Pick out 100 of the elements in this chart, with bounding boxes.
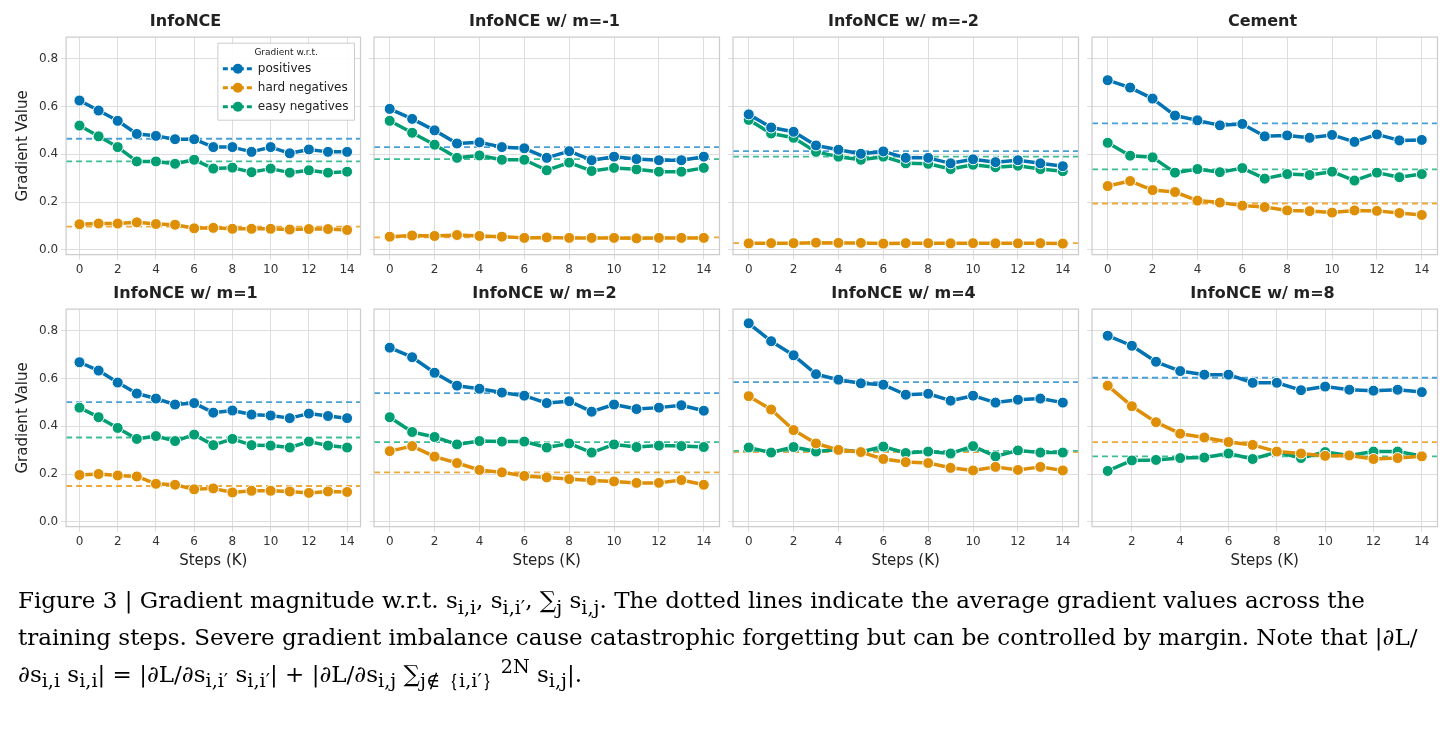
point [111, 376, 124, 389]
point [495, 466, 508, 479]
point [922, 237, 935, 250]
point [207, 141, 220, 154]
point [563, 437, 576, 450]
point [149, 129, 162, 142]
point [207, 221, 220, 234]
point [169, 398, 182, 411]
point [810, 437, 823, 450]
point [1125, 400, 1138, 413]
point [518, 153, 531, 166]
point [989, 156, 1002, 169]
point [302, 143, 315, 156]
point [1191, 163, 1204, 176]
point [130, 155, 143, 168]
point [451, 151, 464, 164]
point [787, 237, 800, 250]
point [302, 223, 315, 236]
y-tick-label: 0.0 [38, 241, 59, 256]
point [697, 478, 710, 491]
point [652, 165, 665, 178]
point [226, 432, 239, 445]
point [518, 389, 531, 402]
point [111, 114, 124, 127]
chart-title: InfoNCE w/ m=-1 [469, 10, 620, 30]
point [518, 231, 531, 244]
x-tick-label: 4 [475, 261, 484, 276]
x-tick-label: 10 [606, 533, 622, 548]
x-tick-label: 10 [606, 261, 622, 276]
point [967, 464, 980, 477]
point [245, 484, 258, 497]
point [302, 407, 315, 420]
point [944, 394, 957, 407]
x-tick-label: 0 [75, 533, 84, 548]
point [1236, 199, 1249, 212]
point [765, 237, 778, 250]
point [854, 147, 867, 160]
point [1125, 339, 1138, 352]
point [697, 441, 710, 454]
point [899, 388, 912, 401]
point [169, 133, 182, 146]
point [1326, 128, 1339, 141]
point [540, 164, 553, 177]
point [1150, 453, 1163, 466]
point [73, 401, 86, 414]
point [810, 368, 823, 381]
point [111, 217, 124, 230]
x-tick-label: 2 [113, 533, 122, 548]
point [1150, 416, 1163, 429]
point [473, 136, 486, 149]
point [765, 121, 778, 134]
point [742, 441, 755, 454]
point [341, 223, 354, 236]
point [1101, 74, 1114, 87]
point [1326, 206, 1339, 219]
x-tick-label: 8 [228, 261, 237, 276]
point [245, 145, 258, 158]
x-tick-label: 2 [1148, 261, 1157, 276]
point [832, 143, 845, 156]
point [473, 382, 486, 395]
point [540, 151, 553, 164]
point [1415, 386, 1428, 399]
point [341, 485, 354, 498]
point [1034, 392, 1047, 405]
x-tick-label: 12 [1365, 533, 1382, 548]
point [765, 446, 778, 459]
x-tick-label: 12 [301, 261, 317, 276]
point [540, 231, 553, 244]
point [149, 477, 162, 490]
x-tick-label: 4 [475, 533, 484, 548]
point [130, 216, 143, 229]
point [675, 474, 688, 487]
x-tick-label: 8 [924, 261, 933, 276]
point [1125, 454, 1138, 467]
point [92, 130, 105, 143]
point [608, 398, 621, 411]
x-tick-label: 14 [339, 261, 355, 276]
point [742, 317, 755, 330]
point [1348, 135, 1361, 148]
point [675, 231, 688, 244]
point [877, 237, 890, 250]
point [854, 377, 867, 390]
x-axis-title: Steps (K) [1230, 550, 1299, 569]
point [111, 469, 124, 482]
point [1303, 169, 1316, 182]
x-tick-label: 4 [834, 261, 843, 276]
x-tick-label: 2 [430, 533, 439, 548]
point [585, 405, 598, 418]
point [675, 399, 688, 412]
point [1391, 383, 1404, 396]
point [697, 161, 710, 174]
point [832, 373, 845, 386]
point [73, 469, 86, 481]
point [73, 119, 86, 132]
point [899, 237, 912, 250]
x-axis-title: Steps (K) [179, 550, 248, 569]
point [1393, 171, 1406, 184]
point [608, 231, 621, 244]
point [1367, 452, 1380, 465]
point [585, 231, 598, 244]
